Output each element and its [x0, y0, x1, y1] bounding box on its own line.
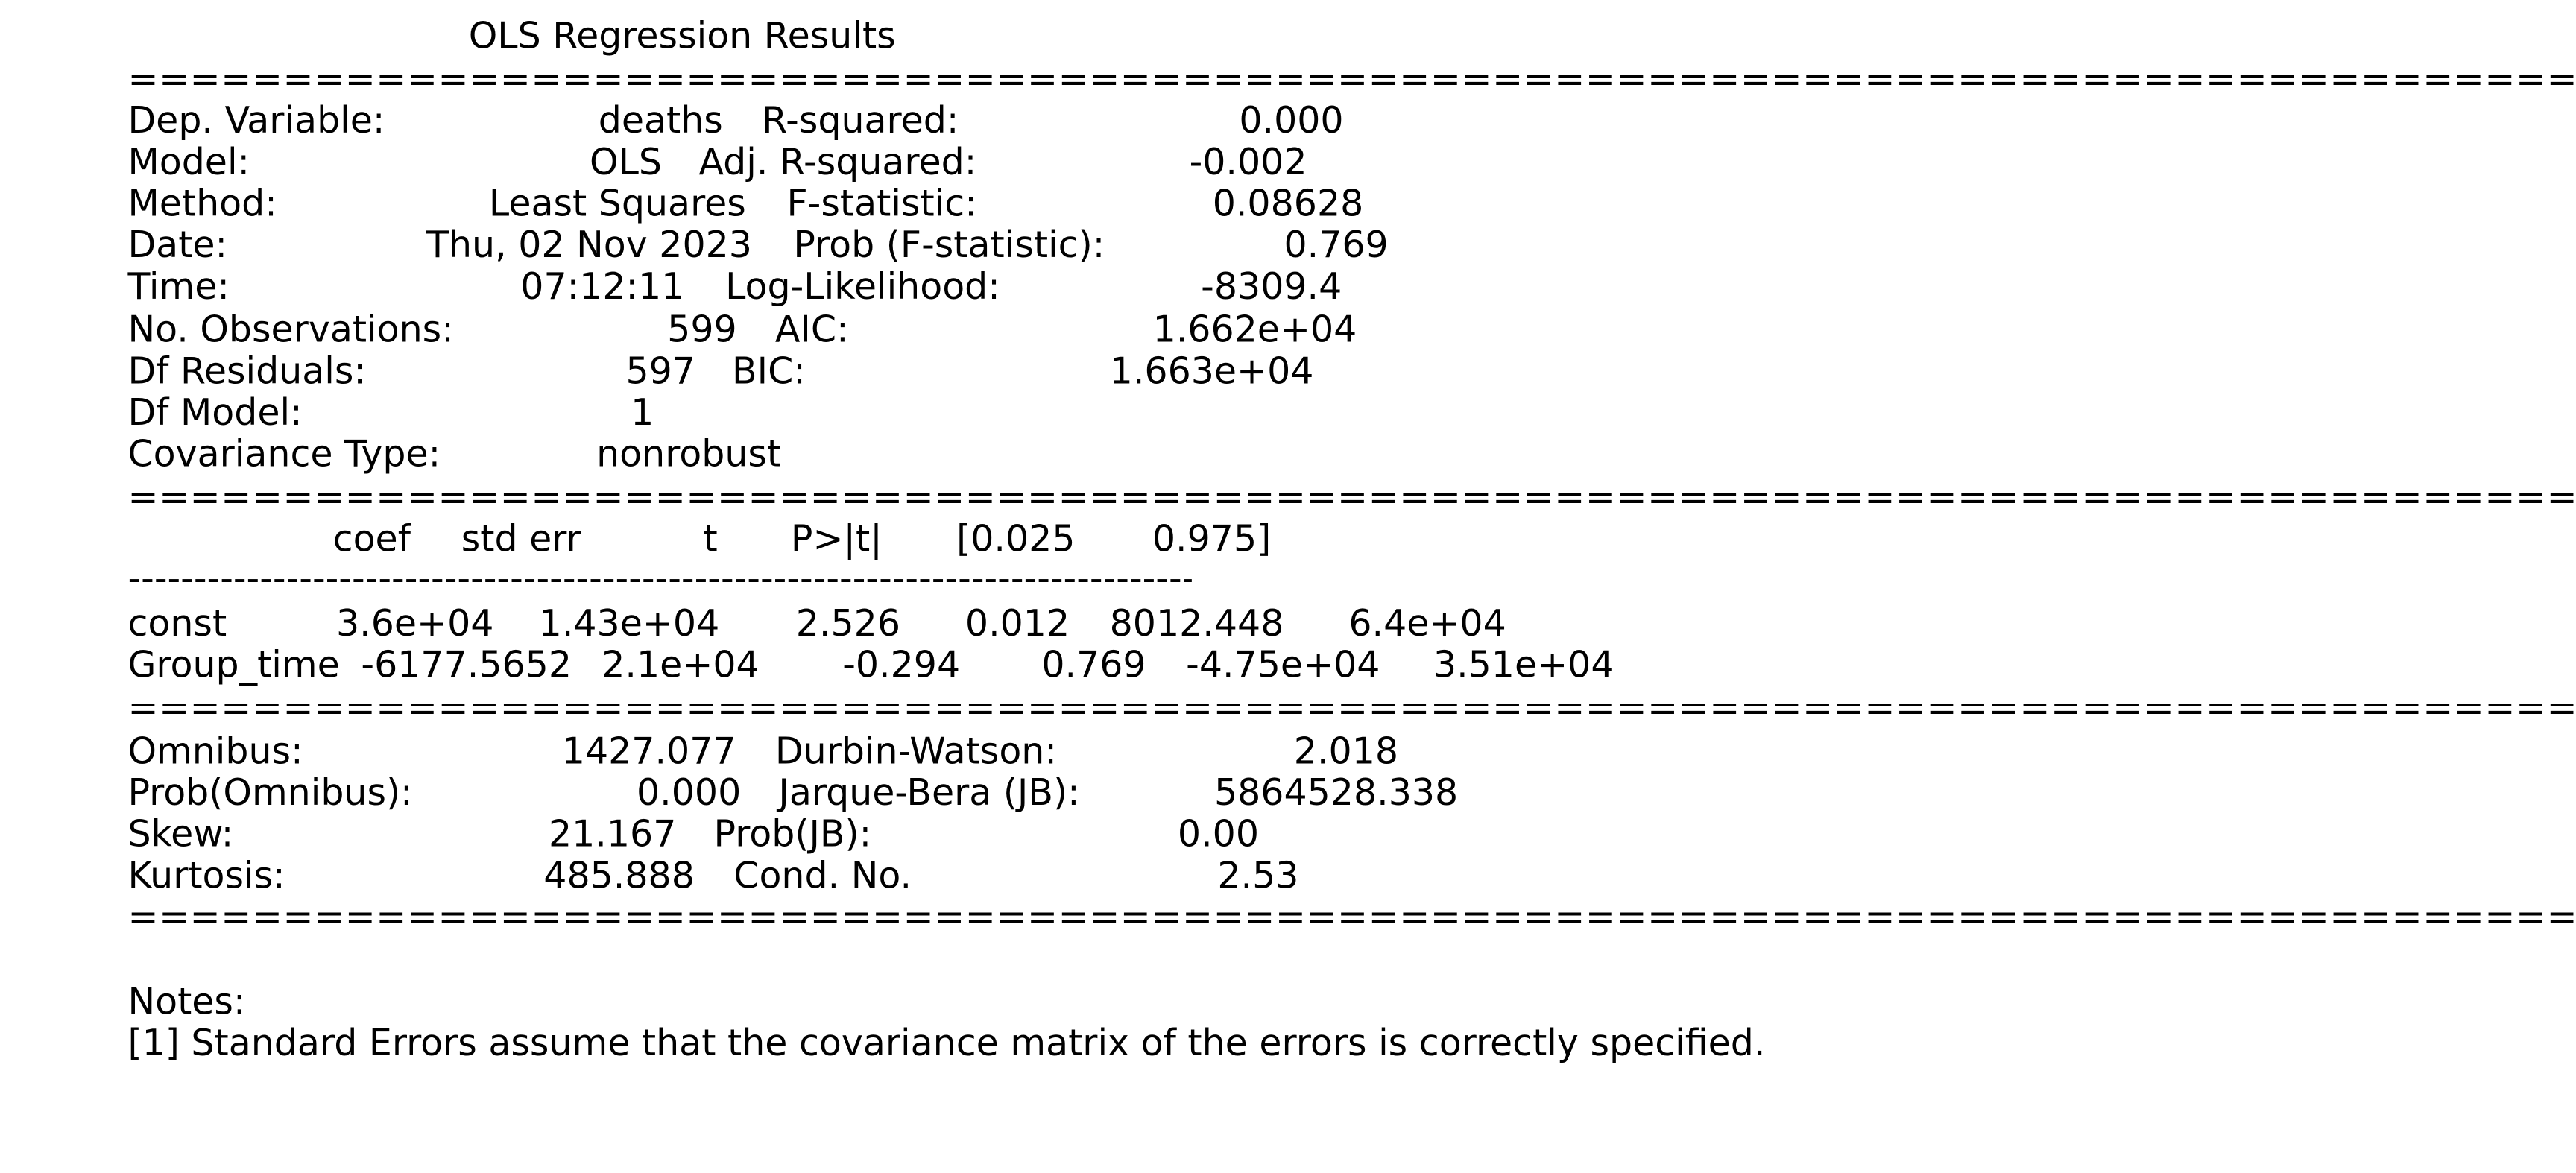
model-info-label: Covariance Type: [127, 434, 441, 477]
coef-header: std err [461, 519, 581, 561]
double-separator: ========================================… [127, 692, 2576, 729]
coef-cell: 2.526 [795, 604, 901, 646]
model-info-value: Least Squares [488, 184, 746, 226]
fit-stat-label: AIC: [774, 310, 849, 352]
double-separator: ========================================… [127, 901, 2576, 938]
model-info-value: nonrobust [596, 434, 782, 477]
diagnostic-label: Jarque-Bera (JB): [778, 773, 1080, 815]
diagnostic-value: 485.888 [543, 856, 695, 898]
model-info-value: 1 [631, 393, 654, 435]
coef-cell: 6.4e+04 [1348, 604, 1506, 646]
coef-header: coef [332, 519, 411, 561]
diagnostic-label: Kurtosis: [127, 856, 285, 898]
double-separator: ========================================… [127, 481, 2576, 518]
fit-stat-label: BIC: [732, 352, 806, 393]
diagnostic-value: 5864528.338 [1213, 773, 1459, 815]
fit-stat-value: -0.002 [1189, 142, 1307, 185]
model-info-value: OLS [590, 142, 662, 185]
model-info-label: Model: [127, 142, 250, 185]
diagnostic-value: 0.000 [636, 773, 742, 815]
coef-row-name: Group_time [127, 645, 340, 687]
model-info-value: 599 [667, 310, 737, 352]
model-info-label: Date: [127, 225, 228, 268]
coef-cell: -4.75e+04 [1186, 645, 1380, 687]
model-info-label: Df Residuals: [127, 352, 366, 393]
coef-cell: 1.43e+04 [538, 604, 720, 646]
fit-stat-value: -8309.4 [1201, 267, 1342, 309]
model-info-value: deaths [598, 101, 723, 143]
diagnostic-value: 1427.077 [561, 732, 736, 774]
diagnostic-label: Cond. No. [733, 856, 912, 898]
model-info-label: Method: [127, 184, 277, 226]
model-info-label: Time: [127, 267, 230, 309]
double-separator: ========================================… [127, 63, 2576, 100]
model-info-value: 07:12:11 [520, 267, 685, 309]
diagnostic-label: Prob(JB): [713, 815, 872, 857]
diagnostic-label: Durbin-Watson: [774, 732, 1057, 774]
single-separator: ----------------------------------------… [127, 562, 1192, 599]
coef-header: [0.025 [956, 519, 1076, 561]
diagnostic-label: Skew: [127, 815, 234, 857]
coef-cell: 2.1e+04 [602, 645, 760, 687]
coef-cell: 8012.448 [1109, 604, 1284, 646]
model-info-label: No. Observations: [127, 310, 454, 352]
fit-stat-label: Prob (F-statistic): [793, 225, 1105, 268]
fit-stat-value: 0.769 [1284, 225, 1389, 268]
notes-item: [1] Standard Errors assume that the cova… [127, 1023, 1766, 1066]
model-info-value: 597 [625, 352, 696, 393]
coef-header: 0.975] [1152, 519, 1272, 561]
coef-cell: 0.012 [965, 604, 1070, 646]
diagnostic-value: 2.018 [1293, 732, 1399, 774]
fit-stat-label: F-statistic: [786, 184, 977, 226]
coef-row-name: const [127, 604, 227, 646]
coef-header: P>|t| [790, 519, 883, 561]
fit-stat-value: 1.663e+04 [1109, 352, 1314, 393]
diagnostic-label: Prob(Omnibus): [127, 773, 413, 815]
fit-stat-label: R-squared: [762, 101, 959, 143]
fit-stat-value: 0.000 [1239, 101, 1344, 143]
diagnostic-value: 21.167 [548, 815, 677, 857]
notes-heading: Notes: [127, 982, 246, 1024]
diagnostic-value: 2.53 [1217, 856, 1299, 898]
model-info-value: Thu, 02 Nov 2023 [426, 225, 752, 268]
model-info-label: Dep. Variable: [127, 101, 385, 143]
fit-stat-label: Log-Likelihood: [725, 267, 1000, 309]
coef-cell: 3.6e+04 [335, 604, 494, 646]
coef-cell: -6177.5652 [361, 645, 572, 687]
diagnostic-value: 0.00 [1177, 815, 1260, 857]
fit-stat-value: 0.08628 [1212, 184, 1364, 226]
fit-stat-value: 1.662e+04 [1152, 310, 1357, 352]
coef-cell: -0.294 [842, 645, 961, 687]
coef-header: t [703, 519, 718, 561]
diagnostic-label: Omnibus: [127, 732, 303, 774]
fit-stat-label: Adj. R-squared: [698, 142, 977, 185]
model-info-label: Df Model: [127, 393, 303, 435]
page-title: OLS Regression Results [468, 16, 896, 58]
coef-cell: 3.51e+04 [1433, 645, 1614, 687]
coef-cell: 0.769 [1041, 645, 1146, 687]
